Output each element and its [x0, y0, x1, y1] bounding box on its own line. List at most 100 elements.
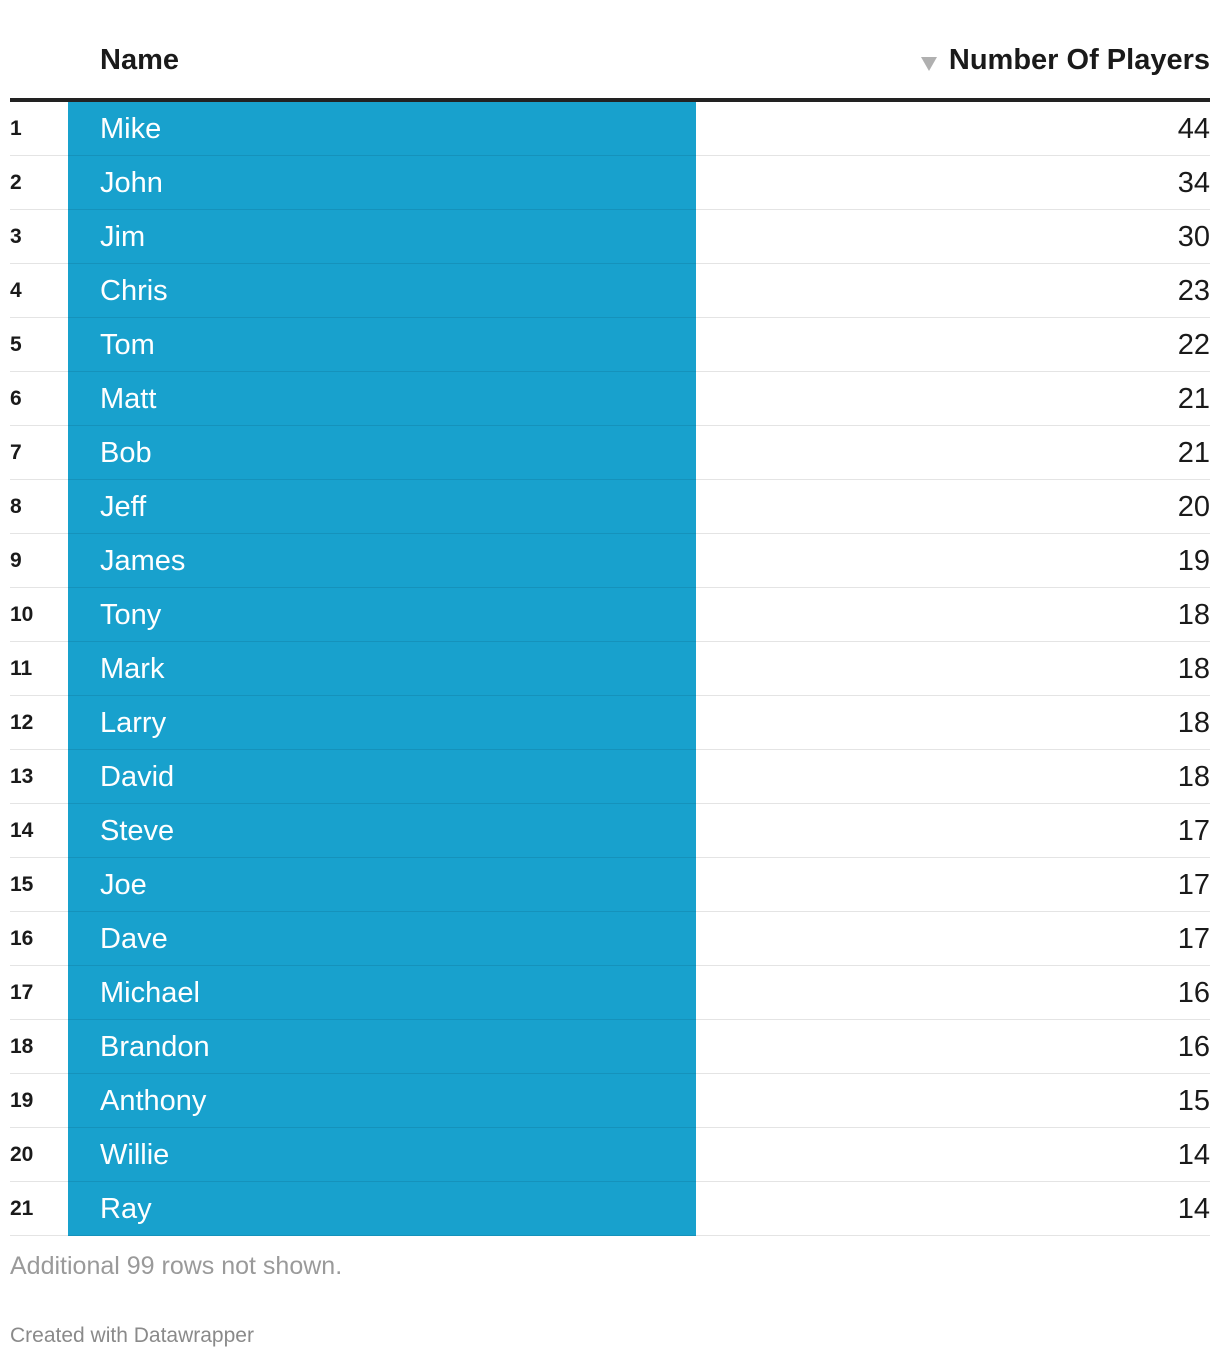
- row-rank: 8: [10, 495, 22, 518]
- table-header: Name Number Of Players: [10, 0, 1210, 102]
- table-row: 8 Jeff 20: [10, 480, 1210, 534]
- name-cell: Jeff: [68, 480, 696, 534]
- row-rank: 4: [10, 279, 22, 302]
- row-player-count: 21: [1177, 383, 1210, 415]
- row-player-count: 16: [1177, 1031, 1210, 1063]
- row-rank: 13: [10, 765, 34, 788]
- table-row: 4 Chris 23: [10, 264, 1210, 318]
- row-name: Joe: [100, 869, 147, 901]
- row-name: Willie: [100, 1139, 170, 1171]
- table-row: 5 Tom 22: [10, 318, 1210, 372]
- row-player-count: 15: [1177, 1085, 1210, 1117]
- table-row: 11 Mark 18: [10, 642, 1210, 696]
- row-rank: 15: [10, 873, 34, 896]
- table-row: 20 Willie 14: [10, 1128, 1210, 1182]
- row-rank: 1: [10, 117, 22, 140]
- name-cell: Larry: [68, 696, 696, 750]
- name-cell: Ray: [68, 1182, 696, 1236]
- row-name: James: [100, 545, 186, 577]
- table-body: 1 Mike 44 2 John 34 3 Jim 30 4 Chris 23 5 Tom 22 6 Matt 2…: [10, 102, 1210, 1236]
- table-row: 6 Matt 21: [10, 372, 1210, 426]
- row-player-count: 17: [1177, 815, 1210, 847]
- row-name: Ray: [100, 1193, 152, 1225]
- credit-link[interactable]: Created with Datawrapper: [10, 1324, 254, 1347]
- table-row: 19 Anthony 15: [10, 1074, 1210, 1128]
- row-player-count: 16: [1177, 977, 1210, 1009]
- table-row: 21 Ray 14: [10, 1182, 1210, 1236]
- row-rank: 21: [10, 1197, 34, 1220]
- row-rank: 5: [10, 333, 22, 356]
- row-rank: 11: [10, 657, 33, 680]
- row-player-count: 18: [1177, 761, 1210, 793]
- column-header-players-label: Number Of Players: [948, 44, 1210, 76]
- row-rank: 9: [10, 549, 22, 572]
- table-row: 1 Mike 44: [10, 102, 1210, 156]
- row-player-count: 14: [1177, 1193, 1210, 1225]
- row-rank: 19: [10, 1089, 34, 1112]
- column-header-players[interactable]: Number Of Players: [920, 44, 1210, 77]
- row-rank: 2: [10, 171, 22, 194]
- row-name: David: [100, 761, 175, 793]
- row-name: Jim: [100, 221, 146, 253]
- name-cell: Chris: [68, 264, 696, 318]
- name-cell: Steve: [68, 804, 696, 858]
- name-cell: David: [68, 750, 696, 804]
- row-player-count: 23: [1177, 275, 1210, 307]
- row-player-count: 18: [1177, 653, 1210, 685]
- name-cell: Joe: [68, 858, 696, 912]
- row-rank: 17: [10, 981, 34, 1004]
- row-rank: 10: [10, 603, 34, 626]
- row-rank: 18: [10, 1035, 34, 1058]
- table-notes: Additional 99 rows not shown.: [10, 1252, 343, 1280]
- row-player-count: 17: [1177, 869, 1210, 901]
- name-cell: John: [68, 156, 696, 210]
- table-row: 16 Dave 17: [10, 912, 1210, 966]
- row-name: Larry: [100, 707, 167, 739]
- row-rank: 3: [10, 225, 22, 248]
- row-name: Mark: [100, 653, 165, 685]
- row-player-count: 30: [1177, 221, 1210, 253]
- sort-descending-icon[interactable]: [920, 56, 937, 71]
- table-row: 18 Brandon 16: [10, 1020, 1210, 1074]
- row-name: Michael: [100, 977, 200, 1009]
- row-player-count: 34: [1177, 167, 1210, 199]
- table-row: 15 Joe 17: [10, 858, 1210, 912]
- row-name: Mike: [100, 113, 162, 145]
- row-rank: 7: [10, 441, 22, 464]
- data-table: Name Number Of Players 1 Mike 44 2 John 34 3 Ji…: [10, 0, 1210, 1236]
- table-row: 13 David 18: [10, 750, 1210, 804]
- table-row: 7 Bob 21: [10, 426, 1210, 480]
- table-row: 9 James 19: [10, 534, 1210, 588]
- row-rank: 6: [10, 387, 22, 410]
- name-cell: Jim: [68, 210, 696, 264]
- row-rank: 20: [10, 1143, 34, 1166]
- row-rank: 14: [10, 819, 34, 842]
- row-player-count: 18: [1177, 599, 1210, 631]
- row-name: Dave: [100, 923, 168, 955]
- column-header-name[interactable]: Name: [100, 44, 179, 76]
- row-name: Tom: [100, 329, 155, 361]
- row-name: Anthony: [100, 1085, 207, 1117]
- name-cell: Michael: [68, 966, 696, 1020]
- row-name: Matt: [100, 383, 157, 415]
- row-name: Tony: [100, 599, 162, 631]
- table-row: 17 Michael 16: [10, 966, 1210, 1020]
- name-cell: Tom: [68, 318, 696, 372]
- name-cell: Bob: [68, 426, 696, 480]
- row-name: Bob: [100, 437, 152, 469]
- name-cell: James: [68, 534, 696, 588]
- name-cell: Willie: [68, 1128, 696, 1182]
- row-name: John: [100, 167, 163, 199]
- name-cell: Mike: [68, 102, 696, 156]
- row-player-count: 19: [1177, 545, 1210, 577]
- row-name: Jeff: [100, 491, 147, 523]
- name-cell: Dave: [68, 912, 696, 966]
- row-player-count: 20: [1177, 491, 1210, 523]
- row-player-count: 21: [1177, 437, 1210, 469]
- row-rank: 12: [10, 711, 34, 734]
- row-player-count: 18: [1177, 707, 1210, 739]
- name-cell: Anthony: [68, 1074, 696, 1128]
- row-name: Brandon: [100, 1031, 210, 1063]
- row-player-count: 22: [1177, 329, 1210, 361]
- row-name: Chris: [100, 275, 168, 307]
